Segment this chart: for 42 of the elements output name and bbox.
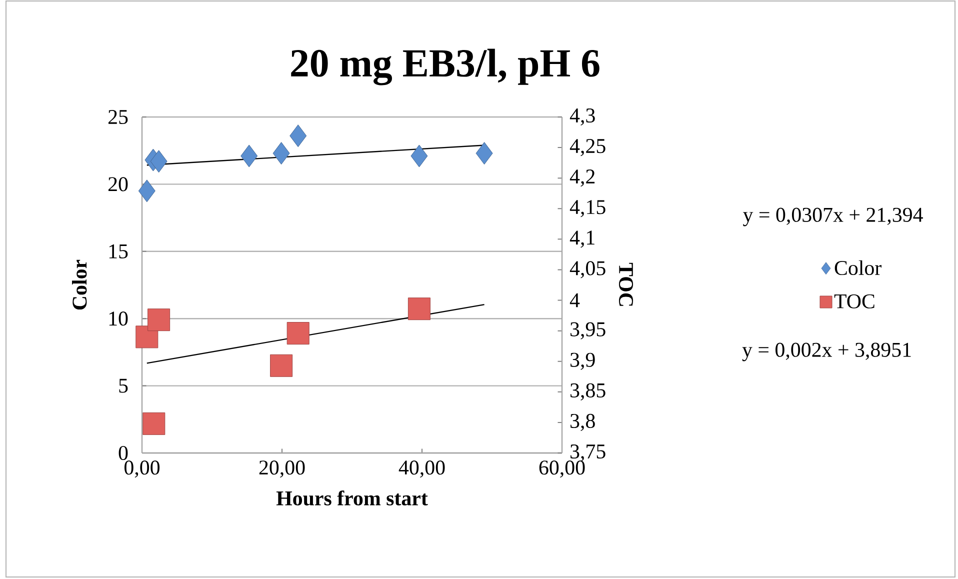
y2-tick-label: 4,25 bbox=[570, 139, 606, 156]
y-axis-title: Color bbox=[72, 260, 87, 310]
point bbox=[270, 354, 293, 377]
y-tick-label: 5 bbox=[119, 378, 128, 393]
point bbox=[286, 322, 310, 345]
point bbox=[150, 150, 168, 173]
point bbox=[142, 412, 166, 435]
y2-axis-title: TOC bbox=[618, 262, 634, 306]
text: y = 0,002x + 3,8951 bbox=[742, 342, 911, 362]
y2-tick-label: 4,3 bbox=[570, 108, 595, 126]
x-tick-label: 60,00 bbox=[539, 460, 585, 478]
point bbox=[290, 124, 307, 148]
y2-tick-label: 4,05 bbox=[570, 261, 606, 278]
point bbox=[148, 308, 170, 332]
legend-label: TOC bbox=[834, 294, 874, 308]
y2-tick-label: 4,2 bbox=[570, 170, 595, 187]
chart-title: 20 mg EB3/l, pH 6 bbox=[291, 48, 600, 86]
point bbox=[272, 142, 290, 165]
y-tick-label: 0 bbox=[118, 446, 128, 460]
x-axis-title: Hours from start bbox=[276, 490, 428, 506]
point bbox=[240, 144, 258, 168]
y2-tick-label: 3,9 bbox=[570, 352, 595, 370]
y2-tick-label: 3,85 bbox=[570, 383, 606, 400]
y-tick-label: 15 bbox=[109, 244, 128, 258]
point bbox=[410, 144, 428, 168]
y2-tick-label: 3,95 bbox=[570, 322, 606, 340]
y2-tick-label: 4,1 bbox=[570, 230, 594, 248]
x-tick-label: 40,00 bbox=[398, 460, 445, 478]
y2-tick-label: 3,75 bbox=[570, 444, 606, 462]
point bbox=[408, 298, 430, 320]
point bbox=[138, 180, 156, 202]
y-tick-label: 20 bbox=[108, 177, 128, 192]
x-tick-label: 0,00 bbox=[124, 460, 160, 478]
legend-label: Color bbox=[834, 260, 882, 276]
y2-tick-label: 4 bbox=[570, 293, 580, 308]
y2-tick-label: 3,8 bbox=[570, 414, 595, 432]
point bbox=[476, 142, 493, 165]
text: y = 0,0307x + 21,394 bbox=[743, 208, 923, 226]
y-tick-label: 25 bbox=[108, 110, 128, 124]
y2-tick-label: 4,15 bbox=[570, 200, 606, 218]
y-tick-label: 10 bbox=[109, 312, 128, 326]
x-tick-label: 20,00 bbox=[259, 460, 305, 478]
